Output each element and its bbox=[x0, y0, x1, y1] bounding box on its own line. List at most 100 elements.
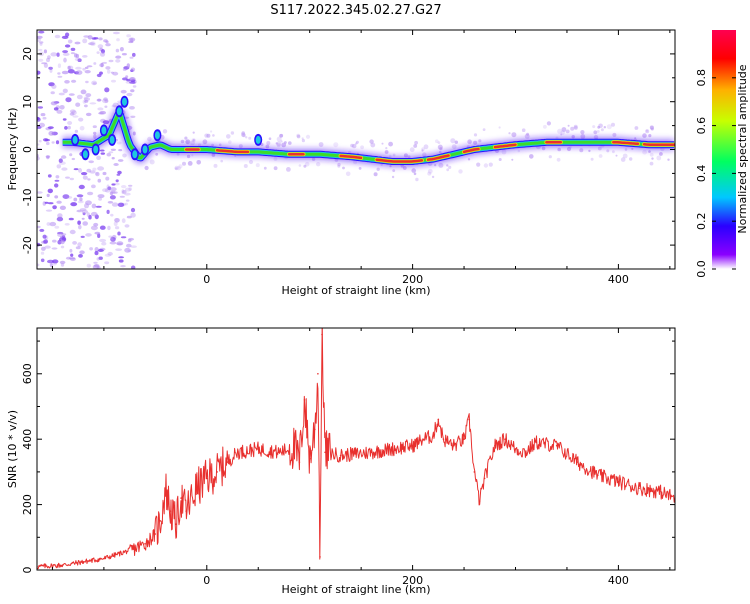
snr-data-point bbox=[453, 445, 455, 447]
spectrogram-noise-mark bbox=[72, 158, 75, 160]
spectrogram-noise-mark bbox=[107, 210, 110, 214]
spectrogram-halo-mark bbox=[178, 164, 182, 168]
colorbar: 0.00.20.40.60.8 Normalized spectral ampl… bbox=[695, 30, 749, 278]
snr-data-point bbox=[340, 455, 342, 457]
spectrogram-noise-mark bbox=[122, 53, 127, 55]
spectrogram-noise-mark bbox=[115, 56, 121, 59]
spectrogram-noise-mark bbox=[113, 163, 118, 166]
spectrogram-noise-mark bbox=[82, 221, 88, 226]
spectrogram-noise-mark bbox=[111, 149, 116, 151]
spectrogram-halo-mark bbox=[385, 147, 387, 149]
spectrogram-halo-mark bbox=[525, 134, 530, 139]
spectrogram-noise-mark bbox=[52, 247, 58, 249]
snr-data-point bbox=[391, 448, 393, 450]
snr-data-point bbox=[170, 510, 172, 512]
spectrogram-noise-mark bbox=[46, 142, 50, 145]
spectrogram-halo-mark bbox=[369, 139, 373, 143]
spectrogram-halo-mark bbox=[489, 163, 493, 167]
spectrogram-halo-mark bbox=[187, 155, 190, 158]
spectrogram-noise-mark bbox=[55, 180, 60, 182]
spectrogram-blob-core bbox=[117, 107, 122, 115]
spectrogram-noise-mark bbox=[118, 203, 125, 207]
spectrogram-halo-mark bbox=[374, 172, 378, 176]
spectrogram-noise-mark bbox=[104, 261, 109, 264]
spectrogram-noise-mark bbox=[47, 194, 50, 197]
spectrogram-halo-mark bbox=[606, 149, 609, 152]
spectrogram-y-tick-label: -20 bbox=[21, 236, 34, 254]
spectrogram-noise-mark bbox=[43, 235, 47, 239]
spectrogram-noise-mark bbox=[85, 93, 91, 97]
spectrogram-noise-mark bbox=[51, 101, 58, 105]
spectrogram-blob-core bbox=[73, 136, 78, 144]
spectrogram-blob-core bbox=[132, 150, 137, 158]
snr-data-point bbox=[525, 452, 527, 454]
spectrogram-noise-mark bbox=[91, 185, 96, 189]
spectrogram-noise-mark bbox=[122, 77, 128, 80]
spectrogram-blob-core bbox=[93, 146, 98, 154]
spectrogram-noise-mark bbox=[122, 154, 127, 158]
spectrogram-noise-mark bbox=[80, 126, 85, 131]
spectrogram-noise-mark bbox=[118, 159, 124, 162]
snr-data-point bbox=[463, 438, 465, 440]
spectrogram-noise-mark bbox=[127, 216, 132, 219]
snr-data-point bbox=[479, 501, 481, 503]
spectrogram-noise-mark bbox=[126, 200, 130, 202]
spectrogram-noise-mark bbox=[129, 81, 135, 83]
spectrogram-noise-mark bbox=[111, 72, 114, 74]
colorbar-tick-label: 0.2 bbox=[695, 212, 708, 230]
spectrogram-noise-mark bbox=[100, 226, 106, 230]
spectrogram-noise-mark bbox=[105, 41, 108, 44]
spectrogram-noise-mark bbox=[107, 153, 112, 157]
spectrogram-halo-mark bbox=[484, 163, 488, 167]
spectrogram-noise-mark bbox=[114, 218, 120, 223]
spectrogram-noise-mark bbox=[133, 85, 137, 87]
spectrogram-noise-mark bbox=[82, 39, 87, 44]
spectrogram-noise-mark bbox=[69, 218, 74, 221]
snr-data-point bbox=[124, 551, 126, 553]
spectrogram-noise-mark bbox=[110, 187, 117, 191]
spectrogram-noise-mark bbox=[51, 91, 55, 94]
snr-data-point bbox=[638, 487, 640, 489]
spectrogram-noise-mark bbox=[71, 48, 76, 51]
spectrogram-noise-mark bbox=[38, 106, 43, 108]
spectrogram-noise-mark bbox=[65, 44, 70, 47]
spectrogram-noise-mark bbox=[107, 226, 110, 230]
snr-x-tick-label: 0 bbox=[203, 574, 210, 587]
spectrogram-noise-mark bbox=[128, 187, 132, 191]
snr-data-point bbox=[515, 448, 517, 450]
spectrogram-noise-mark bbox=[105, 66, 110, 70]
spectrogram-noise-mark bbox=[87, 192, 93, 195]
spectrogram-noise-mark bbox=[39, 41, 43, 43]
spectrogram-noise-mark bbox=[126, 93, 132, 96]
spectrogram-halo-mark bbox=[333, 142, 338, 147]
spectrogram-halo-mark bbox=[549, 155, 552, 158]
spectrogram-noise-mark bbox=[117, 142, 122, 145]
spectrogram-noise-mark bbox=[41, 113, 46, 116]
spectrogram-halo-mark bbox=[656, 156, 661, 161]
snr-data-point bbox=[165, 487, 167, 489]
spectrogram-noise-mark bbox=[96, 156, 101, 160]
spectrogram-noise-mark bbox=[57, 164, 62, 168]
spectrogram-halo-mark bbox=[499, 126, 501, 128]
spectrogram-noise-mark bbox=[69, 153, 72, 156]
colorbar-tick-label: 0.8 bbox=[695, 69, 708, 87]
spectrogram-noise-mark bbox=[115, 248, 122, 251]
spectrogram-halo-mark bbox=[382, 143, 384, 145]
spectrogram-noise-mark bbox=[41, 252, 44, 255]
spectrogram-noise-mark bbox=[131, 208, 135, 212]
snr-data-point bbox=[155, 533, 157, 535]
spectrogram-noise-mark bbox=[48, 202, 54, 204]
spectrogram-noise-mark bbox=[131, 68, 135, 72]
spectrogram-halo-mark bbox=[659, 152, 663, 156]
spectrogram-noise-mark bbox=[118, 256, 124, 258]
spectrogram-halo-mark bbox=[467, 139, 472, 144]
spectrogram-noise-mark bbox=[85, 70, 91, 73]
spectrogram-noise-mark bbox=[71, 52, 75, 54]
spectrogram-noise-mark bbox=[97, 257, 100, 260]
spectrogram-noise-mark bbox=[69, 93, 75, 96]
spectrogram-noise-mark bbox=[111, 80, 116, 83]
spectrogram-noise-mark bbox=[130, 116, 135, 118]
spectrogram-halo-mark bbox=[359, 167, 362, 170]
